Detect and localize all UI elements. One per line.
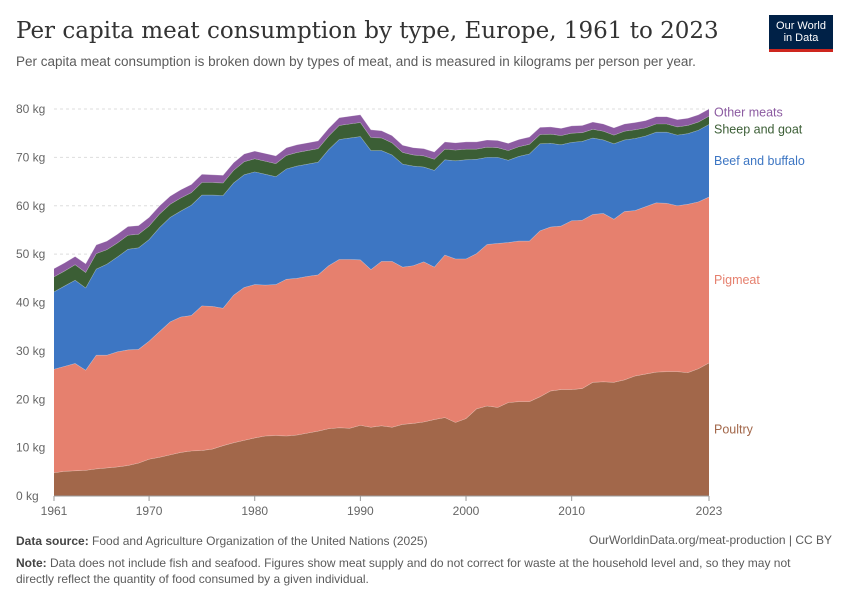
chart-note: Note: Data does not include fish and sea… [16,555,831,587]
y-tick-label: 0 kg [16,489,39,503]
area-boundary-line [53,362,710,474]
x-tick-label: 1980 [241,504,268,518]
area-boundary-line [53,108,710,269]
data-source-label: Data source: [16,534,89,548]
x-tick-label: 1961 [41,504,68,518]
area-beef-and-buffalo[interactable] [54,124,709,371]
y-tick-label: 30 kg [16,344,45,358]
x-tick-label: 2000 [453,504,480,518]
area-poultry[interactable] [54,362,709,496]
x-tick-label: 1970 [136,504,163,518]
logo-line-1: Our World [776,20,826,32]
x-tick-label: 2010 [558,504,585,518]
source-url[interactable]: OurWorldinData.org/meat-production | CC … [589,533,832,547]
y-tick-label: 40 kg [16,296,45,310]
area-boundary-line [53,115,710,278]
area-boundary-line [53,124,710,293]
note-text: Data does not include fish and seafood. … [16,556,791,586]
area-pigmeat[interactable] [54,197,709,473]
area-other-meats[interactable] [54,109,709,277]
legend-label-other-meats[interactable]: Other meats [714,106,783,120]
y-tick-label: 10 kg [16,441,45,455]
area-boundary-line [53,196,710,371]
data-source-text[interactable]: Food and Agriculture Organization of the… [92,534,428,548]
area-sheep-and-goat[interactable] [54,116,709,292]
legend-label-sheep-and-goat[interactable]: Sheep and goat [714,123,803,137]
data-source: Data source: Food and Agriculture Organi… [16,533,428,549]
chart-title: Per capita meat consumption by type, Eur… [16,18,719,44]
x-tick-label: 2023 [696,504,723,518]
chart-subtitle: Per capita meat consumption is broken do… [16,54,696,69]
logo-line-2: in Data [783,32,819,44]
owid-logo[interactable]: Our World in Data [769,15,833,52]
y-tick-label: 60 kg [16,199,45,213]
legend-label-pigmeat[interactable]: Pigmeat [714,273,760,287]
legend-label-beef-and-buffalo[interactable]: Beef and buffalo [714,154,805,168]
x-tick-label: 1990 [347,504,374,518]
legend-label-poultry[interactable]: Poultry [714,422,754,436]
y-tick-label: 70 kg [16,150,45,164]
y-tick-label: 20 kg [16,392,45,406]
note-label: Note: [16,556,47,570]
y-tick-label: 50 kg [16,247,45,261]
y-tick-label: 80 kg [16,102,45,116]
